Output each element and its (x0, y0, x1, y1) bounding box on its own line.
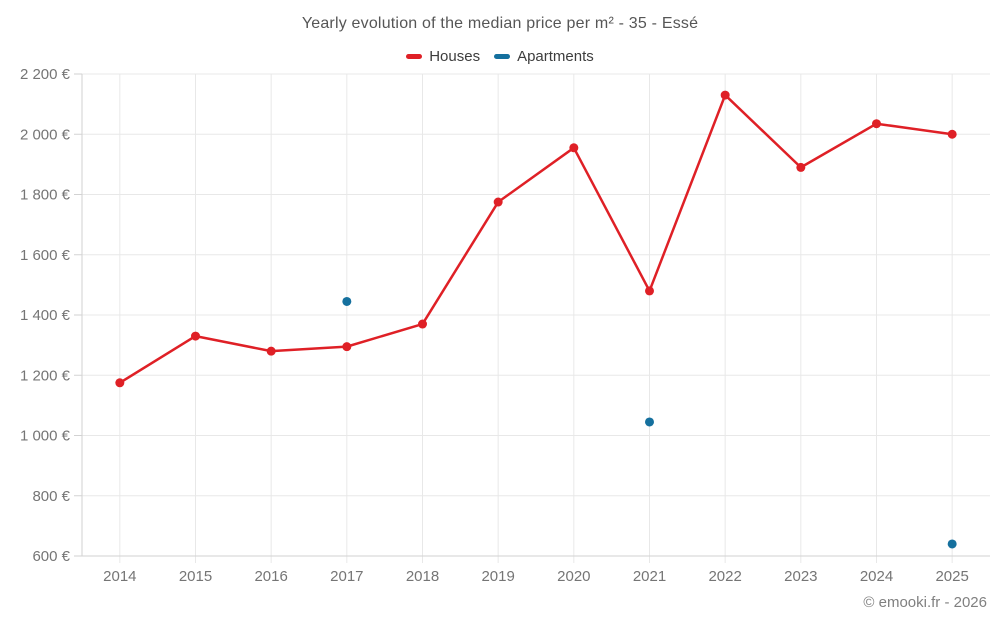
x-axis-label: 2016 (254, 568, 287, 585)
houses-swatch-icon (406, 53, 423, 59)
x-axis-label: 2017 (330, 568, 363, 585)
x-axis-label: 2018 (406, 568, 439, 585)
y-axis-label: 600 € (32, 548, 70, 565)
houses-point-2014[interactable] (115, 378, 125, 388)
houses-point-2015[interactable] (191, 331, 200, 341)
apartments-point-2017[interactable] (342, 296, 352, 306)
x-axis-label: 2019 (481, 568, 514, 585)
x-axis-label: 2022 (708, 568, 741, 585)
legend-item-apartments[interactable]: Apartments (494, 48, 594, 65)
legend-label-apartments: Apartments (517, 47, 594, 65)
legend-item-houses[interactable]: Houses (406, 48, 480, 65)
x-axis-label: 2025 (935, 568, 968, 585)
y-axis-label: 1 600 € (20, 247, 71, 264)
x-axis-label: 2015 (179, 568, 212, 585)
y-axis-label: 1 800 € (20, 187, 71, 204)
y-axis-label: 1 000 € (20, 428, 71, 445)
legend-label-houses: Houses (429, 47, 481, 65)
houses-point-2022[interactable] (720, 90, 730, 100)
houses-point-2017[interactable] (342, 342, 352, 352)
copyright: © emooki.fr - 2026 (863, 594, 987, 611)
apartments-swatch-icon (494, 53, 511, 59)
x-axis-label: 2021 (633, 568, 666, 585)
x-axis-label: 2024 (860, 568, 893, 585)
houses-point-2024[interactable] (872, 119, 881, 129)
houses-point-2019[interactable] (493, 197, 503, 207)
y-axis-label: 1 200 € (20, 367, 71, 384)
y-axis-label: 1 400 € (20, 307, 71, 324)
houses-point-2021[interactable] (645, 286, 654, 296)
houses-point-2018[interactable] (418, 319, 427, 329)
houses-point-2020[interactable] (569, 143, 579, 153)
x-axis-label: 2023 (784, 568, 817, 585)
legend: Houses Apartments (0, 46, 1000, 66)
houses-point-2016[interactable] (266, 346, 276, 356)
x-axis-label: 2014 (103, 568, 136, 585)
apartments-point-2025[interactable] (947, 539, 957, 549)
x-axis-label: 2020 (557, 568, 590, 585)
houses-point-2025[interactable] (947, 129, 957, 139)
houses-point-2023[interactable] (796, 162, 806, 172)
chart-title: Yearly evolution of the median price per… (301, 15, 699, 32)
houses-line (118, 93, 954, 385)
apartments-point-2021[interactable] (645, 417, 654, 427)
y-axis-label: 800 € (32, 488, 70, 505)
y-axis-label: 2 200 € (20, 66, 71, 83)
y-axis-label: 2 000 € (20, 126, 71, 143)
